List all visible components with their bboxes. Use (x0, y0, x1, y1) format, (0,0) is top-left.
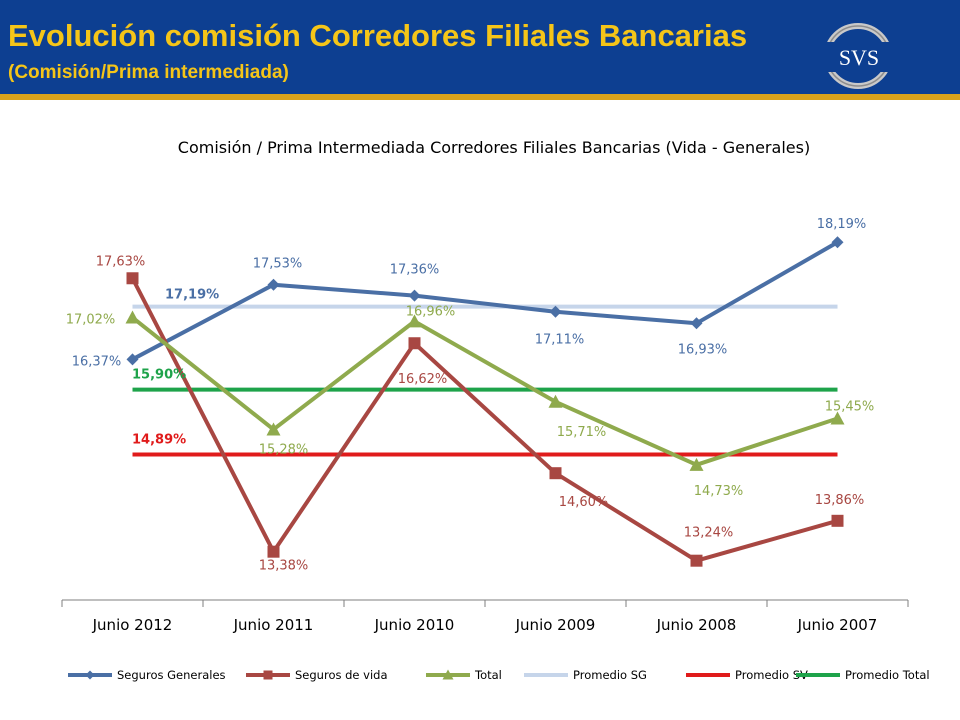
data-label-seguros-de-vida-1: 13,38% (259, 559, 309, 574)
data-label-seguros-de-vida-0: 17,63% (96, 254, 146, 269)
data-label-seguros-generales-0: 16,37% (72, 354, 122, 369)
point-seguros-generales-5 (831, 236, 844, 249)
data-label-seguros-de-vida-3: 14,60% (559, 495, 609, 510)
data-label-total-4: 14,73% (694, 484, 744, 499)
x-tick-label-5: Junio 2007 (797, 616, 878, 634)
point-total-0 (125, 310, 140, 324)
data-label-total-2: 16,96% (406, 304, 456, 319)
point-total-2 (407, 314, 422, 328)
point-seguros-generales-4 (690, 317, 703, 330)
series-line-seguros-generales (131, 240, 839, 362)
data-label-seguros-de-vida-4: 13,24% (684, 526, 734, 541)
x-axis: Junio 2012 Junio 2011 Junio 2010 Junio 2009… (61, 599, 909, 634)
data-label-seguros-generales-5: 18,19% (817, 217, 867, 232)
legend-label-seguros-generales: Seguros Generales (117, 668, 226, 682)
series-line-total (131, 315, 839, 467)
x-tick-label-2: Junio 2010 (374, 616, 455, 634)
legend: Seguros Generales Seguros de vida Total Pro… (68, 668, 930, 682)
data-label-total-1: 15,28% (259, 442, 309, 457)
point-seguros-generales-1 (267, 278, 280, 291)
data-label-seguros-generales-3: 17,11% (535, 333, 585, 348)
legend-marker-seguros-de-vida (263, 670, 273, 680)
x-tick-label-0: Junio 2012 (92, 616, 173, 634)
x-tick-label-1: Junio 2011 (233, 616, 314, 634)
data-label-seguros-generales-4: 16,93% (678, 342, 728, 357)
point-total-1 (266, 422, 281, 436)
legend-label-seguros-de-vida: Seguros de vida (295, 668, 388, 682)
legend-label-promedio-total: Promedio Total (845, 668, 930, 682)
average-label-promedio-sv: 14,89% (132, 433, 186, 448)
data-label-seguros-generales-1: 17,53% (253, 257, 303, 272)
average-label-promedio-sg: 17,19% (165, 288, 219, 303)
point-seguros-de-vida-5 (831, 514, 844, 527)
legend-label-total: Total (474, 668, 502, 682)
data-labels: 16,37% 17,53% 17,36% 17,11% 16,93% 18,19% 17,6… (66, 217, 875, 573)
data-label-total-5: 15,45% (825, 400, 875, 415)
point-seguros-de-vida-1 (267, 545, 280, 558)
point-total-4 (689, 457, 704, 471)
data-label-total-0: 17,02% (66, 313, 116, 328)
x-tick-label-3: Junio 2009 (515, 616, 596, 634)
svs-logo: SVS (824, 23, 894, 89)
average-label-promedio-total: 15,90% (132, 368, 186, 383)
point-total-3 (548, 394, 563, 408)
legend-marker-total (442, 669, 454, 680)
header-stripe (0, 94, 960, 100)
legend-label-promedio-sg: Promedio SG (573, 668, 647, 682)
point-seguros-generales-0 (126, 353, 139, 366)
x-tick-label-4: Junio 2008 (656, 616, 737, 634)
header-bar (0, 0, 960, 96)
point-seguros-de-vida-0 (126, 272, 139, 285)
series-markers (125, 236, 845, 567)
page-subtitle: (Comisión/Prima intermediada) (8, 62, 289, 83)
chart-title: Comisión / Prima Intermediada Corredores… (178, 138, 810, 157)
data-label-seguros-de-vida-5: 13,86% (815, 493, 865, 508)
point-seguros-de-vida-4 (690, 554, 703, 567)
data-label-seguros-de-vida-2: 16,62% (398, 372, 448, 387)
point-seguros-generales-3 (549, 305, 562, 318)
data-label-total-3: 15,71% (557, 425, 607, 440)
logo-text: SVS (839, 45, 879, 70)
data-label-seguros-generales-2: 17,36% (390, 263, 440, 278)
point-seguros-de-vida-2 (408, 337, 421, 350)
point-seguros-de-vida-3 (549, 467, 562, 480)
legend-marker-seguros-generales (85, 670, 95, 680)
page-title: Evolución comisión Corredores Filiales B… (8, 18, 748, 53)
average-lines (132, 304, 838, 457)
legend-label-promedio-sv: Promedio SV (735, 668, 808, 682)
point-total-5 (830, 411, 845, 425)
series-lines (130, 240, 839, 563)
point-seguros-generales-2 (408, 289, 421, 302)
series-line-seguros-de-vida (130, 277, 839, 563)
commission-chart: Comisión / Prima Intermediada Corredores… (61, 138, 930, 682)
